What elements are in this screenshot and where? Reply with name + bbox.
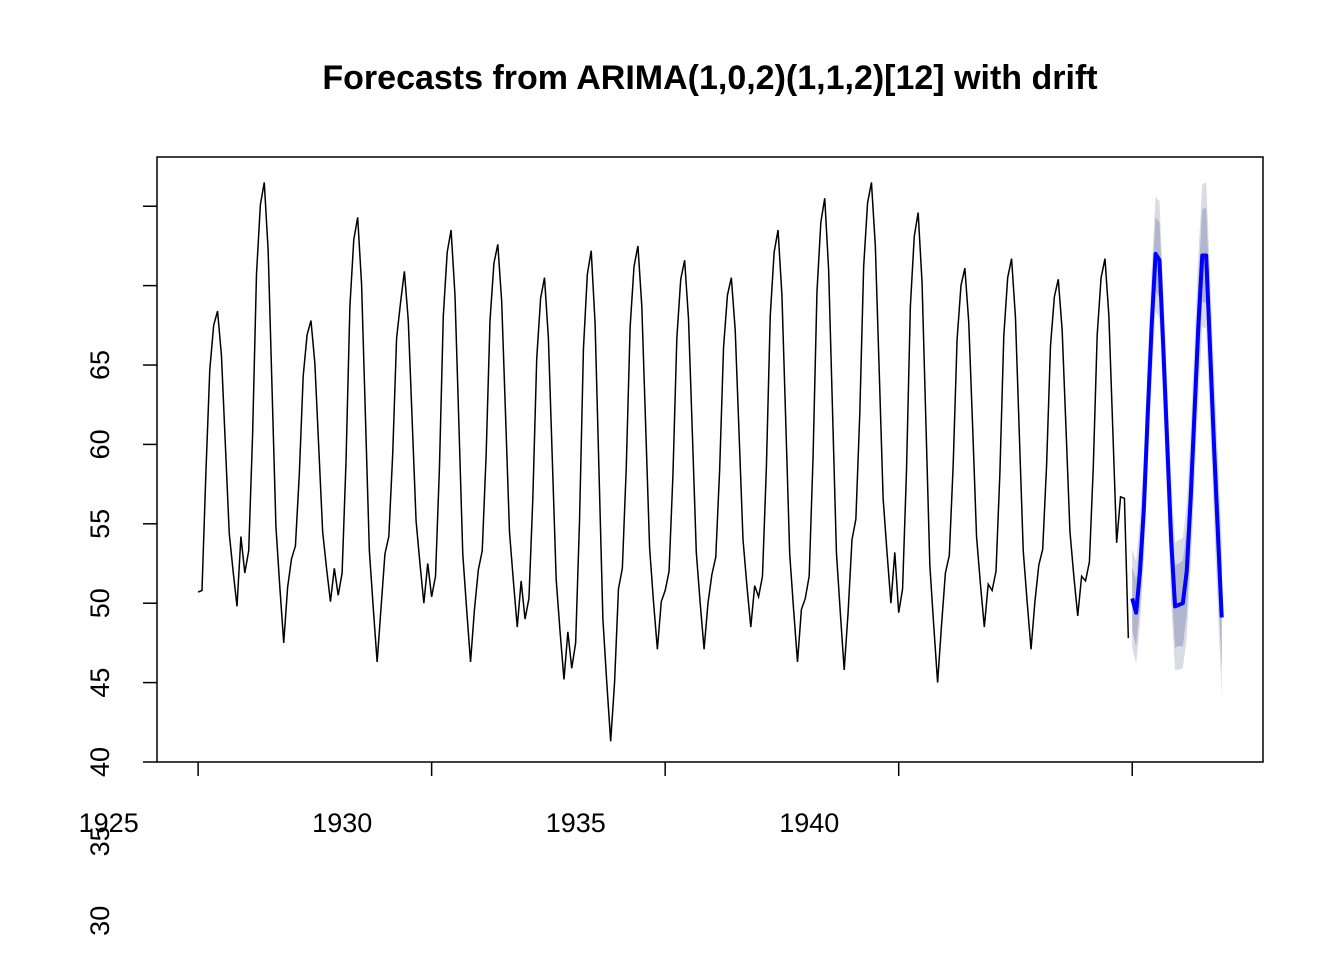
y-tick-label: 45 — [85, 668, 115, 698]
y-tick-label: 40 — [85, 747, 115, 777]
chart-title: Forecasts from ARIMA(1,0,2)(1,1,2)[12] w… — [322, 59, 1097, 97]
forecast-line — [1130, 251, 1224, 618]
x-tick-label: 1930 — [312, 808, 372, 838]
history-line — [197, 182, 1130, 742]
y-tick-label: 65 — [85, 350, 115, 380]
x-tick-label: 1940 — [779, 808, 839, 838]
y-tick-label: 30 — [85, 906, 115, 936]
x-tick-label: 1935 — [546, 808, 606, 838]
x-tick-label: 1925 — [79, 808, 139, 838]
y-tick-label: 60 — [85, 429, 115, 459]
y-tick-label: 55 — [85, 509, 115, 539]
y-tick-label: 50 — [85, 588, 115, 618]
plot-frame — [156, 156, 1264, 763]
y-tick-label: 35 — [85, 826, 115, 856]
